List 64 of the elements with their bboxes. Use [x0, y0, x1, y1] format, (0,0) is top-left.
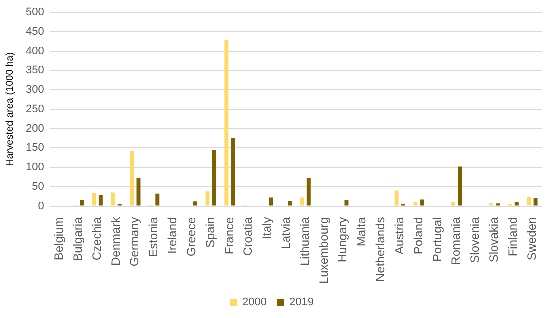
y-tick-label: 450 [26, 26, 44, 38]
bar [452, 202, 456, 206]
x-tick-label: Spain [203, 217, 218, 248]
y-tick-label: 150 [26, 142, 44, 154]
legend-label: 2019 [290, 296, 314, 309]
bar [458, 166, 462, 206]
y-tick-label: 50 [32, 180, 44, 193]
x-tick-label: Romania [449, 216, 464, 266]
bar [224, 40, 229, 206]
bar [288, 201, 292, 206]
bar [92, 194, 96, 206]
x-tick-label: Bulgaria [71, 216, 86, 262]
x-tick-label: Portugal [430, 217, 444, 262]
y-tick-label: 300 [26, 84, 44, 96]
x-tick-label: Malta [354, 216, 369, 247]
bar [420, 200, 424, 206]
x-tick-label: Lithuania [298, 216, 312, 266]
bar [193, 202, 198, 206]
x-tick-label: Italy [260, 217, 274, 240]
y-tick-label: 500 [26, 6, 44, 19]
x-tick-label: Netherlands [374, 217, 388, 282]
bar [527, 196, 532, 206]
x-tick-label: Germany [128, 217, 142, 267]
bar [269, 198, 274, 206]
y-tick-label: 250 [26, 103, 44, 116]
x-tick-label: Hungary [336, 217, 350, 263]
x-tick-label: Sweden [524, 217, 539, 261]
x-tick-label: Latvia [279, 216, 294, 250]
bar [231, 138, 236, 206]
bar [394, 190, 399, 206]
bar [514, 202, 519, 206]
x-tick-label: Denmark [108, 216, 123, 266]
x-tick-label: Luxembourg [316, 217, 331, 284]
bar [206, 192, 210, 206]
x-tick-label: Ireland [166, 217, 180, 254]
bar [130, 151, 134, 206]
x-tick-label: Croatia [241, 216, 256, 256]
x-tick-label: Czechia [90, 216, 104, 261]
x-tick-label: France [222, 216, 236, 255]
bar [414, 202, 418, 206]
bar [344, 200, 349, 206]
x-tick-label: Finland [506, 217, 520, 257]
x-tick-label: Slovenia [468, 216, 482, 264]
x-tick-label: Belgium [52, 217, 66, 261]
x-tick-label: Austria [392, 216, 406, 255]
bar [156, 194, 160, 206]
bar [300, 198, 304, 206]
y-tick-label: 400 [26, 45, 44, 58]
bar [534, 198, 538, 206]
y-tick-label: 350 [26, 64, 44, 77]
bar [98, 195, 103, 206]
x-tick-label: Slovakia [486, 216, 501, 263]
bar [80, 200, 84, 206]
y-axis-title: Harvested area (1000 ha) [4, 52, 16, 166]
x-tick-label: Estonia [146, 216, 161, 258]
bar [212, 150, 216, 206]
y-tick-label: 200 [26, 122, 44, 135]
y-tick-label: 0 [38, 200, 44, 212]
legend-label: 2000 [242, 296, 268, 309]
x-tick-label: Greece [184, 216, 198, 257]
x-tick-label: Poland [411, 217, 426, 255]
y-tick-label: 100 [26, 162, 44, 174]
bar [111, 192, 116, 206]
bar [306, 178, 311, 206]
